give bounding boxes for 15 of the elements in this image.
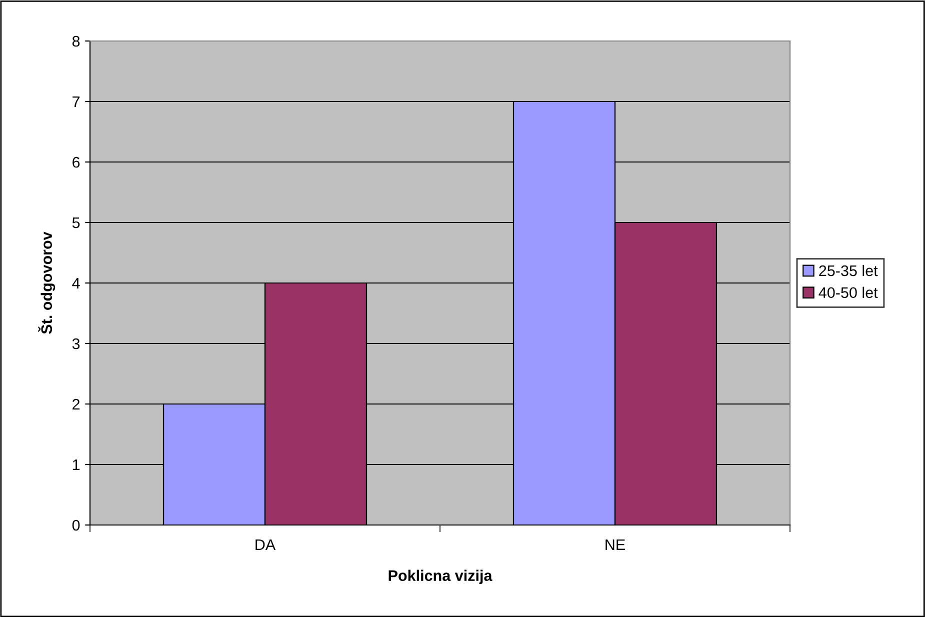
x-tick-label: NE: [606, 539, 625, 550]
y-tick-label: 6: [72, 156, 80, 168]
y-axis-title: Št. odgovorov: [38, 232, 56, 334]
x-axis-title: Poklicna vizija: [388, 570, 492, 584]
y-tick-label: 1: [72, 460, 80, 470]
y-tick-label: 5: [72, 218, 80, 228]
x-tick-label: DA: [256, 539, 276, 550]
y-tick-label: 3: [72, 338, 80, 350]
y-tick-label: 4: [72, 278, 80, 289]
legend-label: 25-35 let: [819, 264, 878, 276]
legend-label: 40-50 let: [818, 286, 878, 298]
y-tick-label: 8: [72, 36, 80, 47]
y-tick-label: 7: [72, 96, 80, 108]
y-tick-label: 0: [72, 520, 80, 531]
y-tick-label: 2: [72, 398, 80, 410]
